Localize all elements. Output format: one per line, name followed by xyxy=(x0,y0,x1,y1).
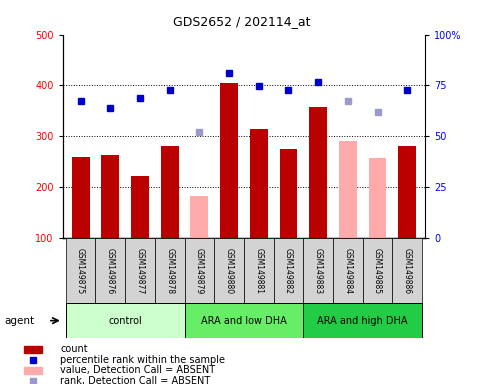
Bar xyxy=(71,157,89,238)
Text: GSM149881: GSM149881 xyxy=(254,248,263,294)
Bar xyxy=(161,146,179,238)
Text: GSM149880: GSM149880 xyxy=(225,248,234,294)
Text: ARA and low DHA: ARA and low DHA xyxy=(201,316,287,326)
Bar xyxy=(398,147,416,238)
Bar xyxy=(273,238,303,303)
Bar xyxy=(66,238,96,303)
Bar xyxy=(125,238,155,303)
Text: control: control xyxy=(108,316,142,326)
Text: GSM149884: GSM149884 xyxy=(343,248,352,294)
Text: GSM149882: GSM149882 xyxy=(284,248,293,294)
Text: GSM149877: GSM149877 xyxy=(136,248,144,294)
Text: GSM149875: GSM149875 xyxy=(76,248,85,294)
Bar xyxy=(280,149,298,238)
Bar xyxy=(155,238,185,303)
Text: GSM149879: GSM149879 xyxy=(195,248,204,294)
Text: ARA and high DHA: ARA and high DHA xyxy=(317,316,408,326)
Bar xyxy=(309,107,327,238)
Bar xyxy=(303,303,422,338)
Bar xyxy=(96,238,125,303)
Text: rank, Detection Call = ABSENT: rank, Detection Call = ABSENT xyxy=(60,376,211,384)
Bar xyxy=(339,141,357,238)
Text: GSM149885: GSM149885 xyxy=(373,248,382,294)
Bar xyxy=(333,238,363,303)
Bar xyxy=(131,176,149,238)
Bar xyxy=(214,238,244,303)
Text: value, Detection Call = ABSENT: value, Detection Call = ABSENT xyxy=(60,366,215,376)
Bar xyxy=(24,346,42,353)
Bar xyxy=(185,238,214,303)
Text: count: count xyxy=(60,344,88,354)
Bar xyxy=(220,83,238,238)
Bar xyxy=(244,238,273,303)
Text: GSM149878: GSM149878 xyxy=(165,248,174,294)
Bar xyxy=(303,238,333,303)
Text: GSM149886: GSM149886 xyxy=(403,248,412,294)
Bar xyxy=(250,129,268,238)
Bar xyxy=(190,196,208,238)
Text: GSM149876: GSM149876 xyxy=(106,248,115,294)
Bar xyxy=(392,238,422,303)
Bar xyxy=(66,303,185,338)
Text: percentile rank within the sample: percentile rank within the sample xyxy=(60,355,225,365)
Bar xyxy=(185,303,303,338)
Text: GSM149883: GSM149883 xyxy=(313,248,323,294)
Text: agent: agent xyxy=(5,316,35,326)
Bar xyxy=(24,367,42,374)
Bar xyxy=(369,158,386,238)
Bar xyxy=(363,238,392,303)
Bar xyxy=(101,155,119,238)
Text: GDS2652 / 202114_at: GDS2652 / 202114_at xyxy=(173,15,310,28)
